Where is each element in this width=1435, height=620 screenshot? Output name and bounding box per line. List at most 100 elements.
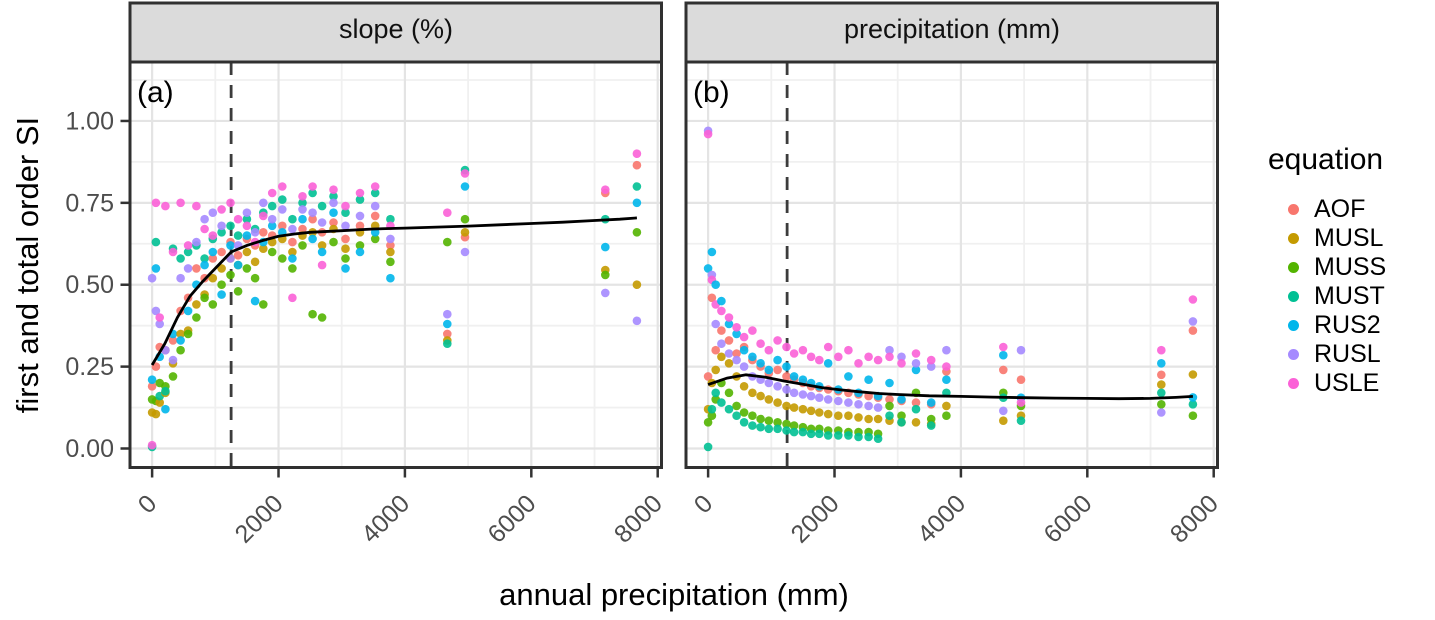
data-point-RUS2 [226,241,235,250]
data-point-RUSL [298,205,307,214]
data-point-AOF [707,293,717,303]
data-point-MUST [161,386,170,396]
data-point-MUST [798,427,808,437]
data-point-RUSL [267,214,277,224]
data-point-MUST [844,431,853,440]
legend-entry: MUSL [1266,224,1386,253]
data-point-MUSS [217,280,226,290]
data-point-MUST [267,201,277,211]
data-point-MUSL [208,273,218,283]
data-point-MUST [288,214,297,224]
data-point-AOF [443,329,452,339]
data-point-RUSL [1016,345,1026,355]
data-point-MUST [773,424,782,434]
data-point-USLE [242,221,252,231]
data-point-MUST [711,388,720,398]
data-point-AOF [147,382,157,391]
data-point-USLE [897,359,906,368]
data-point-MUST [717,398,726,407]
data-point-RUSL [168,355,178,365]
data-point-AOF [259,228,268,237]
scatter-points [147,149,642,452]
data-point-RUS2 [200,260,209,270]
data-point-USLE [815,355,824,365]
data-point-MUSL [815,408,824,417]
data-point-RUS2 [942,375,951,385]
data-point-MUSL [1188,370,1198,379]
data-point-RUS2 [250,296,260,306]
data-point-MUSS [233,287,243,296]
data-point-AOF [1157,370,1166,380]
data-point-RUSL [926,362,936,371]
data-point-USLE [703,129,713,139]
data-point-RUS2 [176,336,185,345]
data-point-MUSS [1188,411,1198,421]
data-point-USLE [259,211,268,221]
data-point-MUSS [885,401,894,411]
data-point-USLE [782,342,791,352]
data-point-USLE [717,306,726,316]
data-point-MUSL [242,247,252,257]
data-point-RUSL [942,345,951,355]
data-point-MUST [911,404,921,414]
data-point-USLE [864,352,873,362]
data-point-AOF [703,372,713,381]
data-point-USLE [208,231,218,240]
data-point-MUST [176,254,185,263]
data-point-RUS2 [147,375,157,385]
x-tick-label: 0 [133,489,163,519]
data-point-MUST [298,198,307,208]
data-point-MUST [317,201,327,211]
data-point-MUSS [756,414,765,424]
data-point-MUST [341,208,350,217]
data-point-RUSL [183,264,193,273]
data-point-MUST [1188,400,1198,409]
data-point-MUST [885,411,894,421]
data-point-MUSS [601,270,610,280]
data-point-AOF [773,365,782,375]
data-point-USLE [183,241,193,250]
data-point-MUSS [183,329,193,339]
data-point-USLE [632,149,642,158]
data-point-RUS2 [443,319,452,329]
data-point-RUS2 [601,242,610,252]
data-point-RUSL [711,319,720,329]
facet-strip-box [684,1,1219,64]
data-point-MUSS [250,273,260,283]
data-point-MUSL [789,403,799,412]
data-point-MUSL [386,247,395,257]
data-point-RUSL [864,401,873,411]
data-point-MUSL [873,414,883,424]
panel-label-b: (b) [693,76,730,109]
data-point-MUSS [386,257,395,267]
data-point-MUST [739,418,749,427]
data-point-MUSL [739,382,749,391]
data-point-RUSL [773,382,782,391]
data-point-MUSS [242,264,252,273]
data-point-USLE [798,345,808,355]
legend-color-dot [1288,204,1299,215]
legend-entry: USLE [1266,369,1386,398]
data-point-MUST [926,421,936,430]
data-point-RUSL [844,398,853,407]
x-axis-ticks: 0 2000 4000 6000 8000 [689,469,1224,549]
data-point-MUSS [632,228,642,237]
data-point-USLE [756,339,765,349]
data-point-MUST [834,431,843,440]
smooth-trend-line [150,216,638,366]
data-point-AOF [208,254,218,263]
data-point-USLE [732,323,741,332]
data-point-MUSS [267,247,277,257]
data-point-MUSL [711,365,720,375]
data-point-RUSL [897,352,906,362]
legend-entry: RUSL [1266,340,1386,369]
data-point-AOF [288,237,297,247]
data-point-MUSL [460,228,470,237]
data-point-MUSS [370,234,380,244]
data-point-MUST [370,188,380,198]
x-tick-label: 4000 [356,489,415,548]
data-point-RUSL [764,378,774,388]
legend-color-dot [1288,291,1299,302]
legend-entry-label: RUS2 [1314,311,1381,339]
legend-entries: AOF MUSL MUSS MUST RUS2 RUSL USLE [1266,195,1386,398]
